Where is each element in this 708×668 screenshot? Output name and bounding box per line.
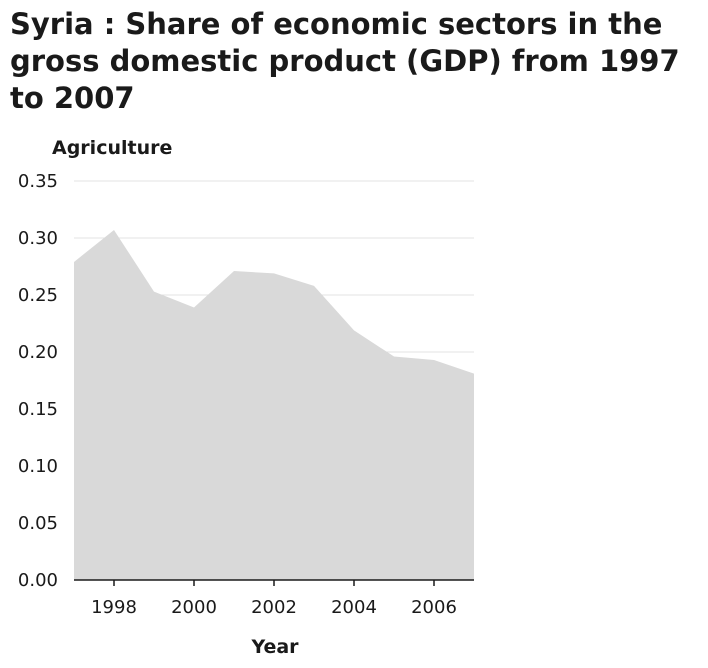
y-tick-label: 0.30 (18, 228, 58, 249)
x-tick-label: 1998 (91, 597, 137, 618)
agriculture-area (74, 230, 474, 580)
y-tick-label: 0.15 (18, 399, 58, 420)
area-series (74, 230, 474, 580)
x-tick-label: 2000 (171, 597, 217, 618)
y-tick-label: 0.25 (18, 285, 58, 306)
x-tick-label: 2002 (251, 597, 297, 618)
x-tick-label: 2004 (331, 597, 377, 618)
chart-title: Syria : Share of economic sectors in the… (10, 7, 680, 115)
y-tick-label: 0.20 (18, 342, 58, 363)
y-tick-label: 0.10 (18, 456, 58, 477)
y-axis-title: Agriculture (52, 137, 172, 159)
x-axis-title: Year (250, 636, 299, 658)
y-tick-label: 0.05 (18, 513, 58, 534)
y-tick-label: 0.35 (18, 171, 58, 192)
axes (74, 579, 474, 586)
tick-labels: 0.00 0.05 0.10 0.15 0.20 0.25 0.30 0.35 1998 2000… (18, 171, 457, 618)
x-tick-label: 2006 (411, 597, 457, 618)
y-tick-label: 0.00 (18, 570, 58, 591)
